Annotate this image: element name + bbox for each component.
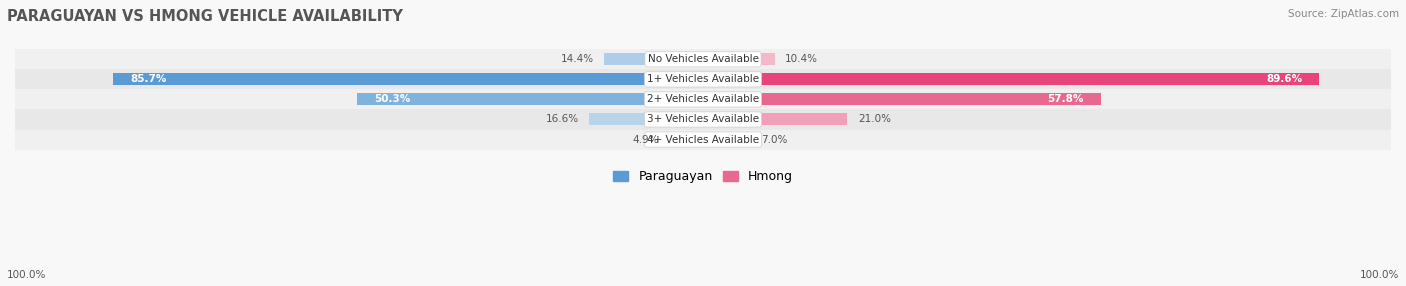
Bar [114, 74, 703, 86]
Text: 50.3%: 50.3% [374, 94, 411, 104]
Text: 89.6%: 89.6% [1267, 74, 1302, 84]
Text: 4+ Vehicles Available: 4+ Vehicles Available [647, 134, 759, 144]
Bar [15, 130, 1391, 150]
Text: 7.0%: 7.0% [762, 134, 787, 144]
Bar [357, 94, 703, 106]
Text: 4.9%: 4.9% [633, 134, 659, 144]
Bar [589, 114, 703, 126]
Text: No Vehicles Available: No Vehicles Available [648, 54, 758, 64]
Bar [15, 110, 1391, 130]
Bar [703, 74, 1319, 86]
Text: 57.8%: 57.8% [1047, 94, 1084, 104]
Bar [15, 49, 1391, 69]
Text: 16.6%: 16.6% [546, 114, 578, 124]
Text: 10.4%: 10.4% [785, 54, 818, 64]
Bar [15, 69, 1391, 90]
Legend: Paraguayan, Hmong: Paraguayan, Hmong [609, 165, 797, 188]
Bar [703, 94, 1101, 106]
Bar [703, 53, 775, 65]
Text: 85.7%: 85.7% [131, 74, 167, 84]
Bar [15, 90, 1391, 110]
Bar [669, 134, 703, 146]
Bar [703, 134, 751, 146]
Text: 1+ Vehicles Available: 1+ Vehicles Available [647, 74, 759, 84]
Bar [605, 53, 703, 65]
Text: 100.0%: 100.0% [7, 270, 46, 280]
Text: 3+ Vehicles Available: 3+ Vehicles Available [647, 114, 759, 124]
Text: PARAGUAYAN VS HMONG VEHICLE AVAILABILITY: PARAGUAYAN VS HMONG VEHICLE AVAILABILITY [7, 9, 404, 23]
Bar [703, 114, 848, 126]
Text: 100.0%: 100.0% [1360, 270, 1399, 280]
Text: 14.4%: 14.4% [561, 54, 593, 64]
Text: 21.0%: 21.0% [858, 114, 891, 124]
Text: Source: ZipAtlas.com: Source: ZipAtlas.com [1288, 9, 1399, 19]
Text: 2+ Vehicles Available: 2+ Vehicles Available [647, 94, 759, 104]
